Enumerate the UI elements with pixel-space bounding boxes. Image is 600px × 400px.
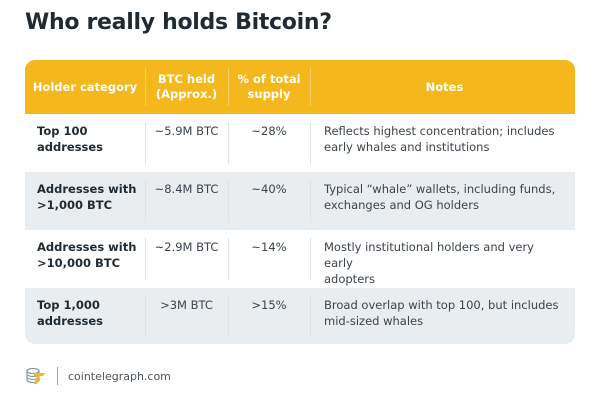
table-header: Holder category BTC held (Approx.) % of t… xyxy=(25,60,575,114)
header-btc-held: BTC held (Approx.) xyxy=(145,60,228,114)
notes-cell: Typical “whale” wallets, including funds… xyxy=(310,172,575,230)
footer: cointelegraph.com xyxy=(25,366,171,386)
pct-supply-cell: ~14% xyxy=(228,230,310,288)
header-label: % of total supply xyxy=(237,72,301,101)
page-title: Who really holds Bitcoin? xyxy=(25,10,332,35)
footer-separator xyxy=(57,367,58,385)
cointelegraph-logo-icon xyxy=(26,367,45,384)
header-label: Notes xyxy=(425,79,464,94)
notes-cell: Mostly institutional holders and very ea… xyxy=(310,230,575,288)
holder-category-cell: Addresses with >1,000 BTC xyxy=(37,182,137,212)
header-holder-category: Holder category xyxy=(25,60,145,114)
notes-cell: Broad overlap with top 100, but includes… xyxy=(310,288,575,344)
bitcoin-holders-table: Holder category BTC held (Approx.) % of t… xyxy=(25,60,575,344)
header-notes: Notes xyxy=(310,60,575,114)
btc-held-cell: ~2.9M BTC xyxy=(145,230,228,288)
btc-held-cell: ~8.4M BTC xyxy=(145,172,228,230)
notes-cell: Reflects highest concentration; includes… xyxy=(310,114,575,172)
holder-category-cell: Top 100 addresses xyxy=(37,124,104,154)
pct-supply-cell: >15% xyxy=(228,288,310,344)
table-row: Top 1,000 addresses >3M BTC >15% Broad ov… xyxy=(25,288,575,344)
table-row: Addresses with >10,000 BTC ~2.9M BTC ~14%… xyxy=(25,230,575,288)
table-row: Addresses with >1,000 BTC ~8.4M BTC ~40% … xyxy=(25,172,575,230)
table-row: Top 100 addresses ~5.9M BTC ~28% Reflects… xyxy=(25,114,575,172)
btc-held-cell: ~5.9M BTC xyxy=(145,114,228,172)
holder-category-cell: Addresses with >10,000 BTC xyxy=(37,240,137,270)
pct-supply-cell: ~40% xyxy=(228,172,310,230)
header-pct-supply: % of total supply xyxy=(228,60,310,114)
holder-category-cell: Top 1,000 addresses xyxy=(37,298,104,328)
site-url: cointelegraph.com xyxy=(68,369,171,383)
header-label: BTC held (Approx.) xyxy=(155,72,218,101)
header-label: Holder category xyxy=(32,79,138,94)
btc-held-cell: >3M BTC xyxy=(145,288,228,344)
pct-supply-cell: ~28% xyxy=(228,114,310,172)
